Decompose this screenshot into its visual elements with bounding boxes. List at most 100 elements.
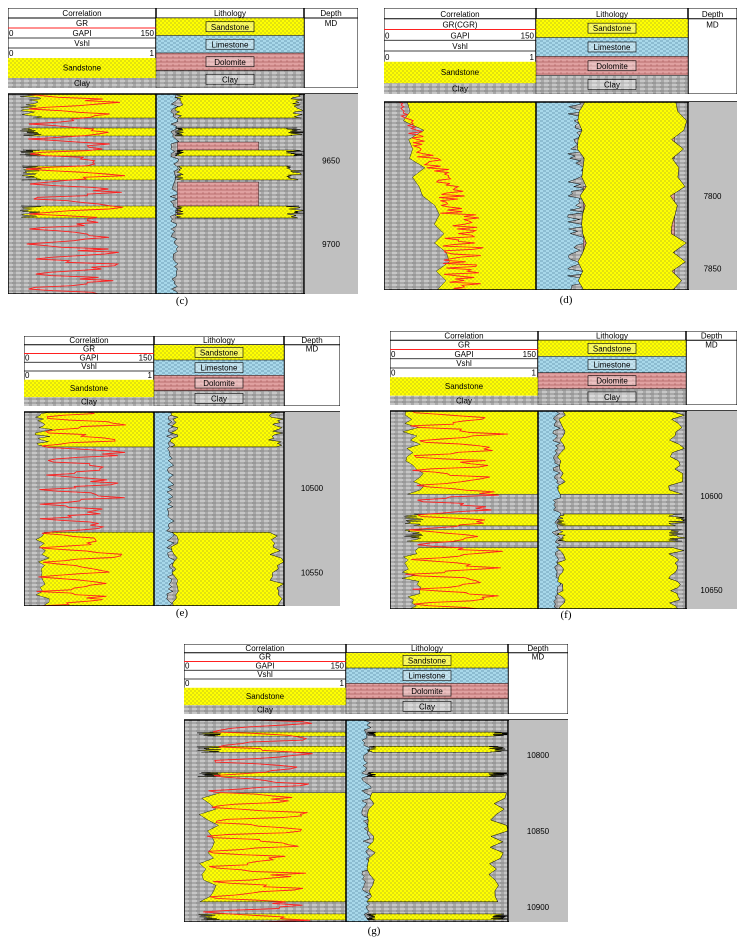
depth-header: Depth — [701, 331, 722, 340]
sandstone-zone-lithology — [175, 205, 304, 219]
lithology-header: Lithology — [203, 336, 235, 345]
legend-sandstone-label: Sandstone — [200, 348, 239, 357]
sandstone-zone-lithology — [556, 513, 686, 527]
legend-clay-label: Clay — [222, 75, 238, 84]
depth-unit: MD — [306, 345, 319, 354]
gr-curve — [397, 101, 484, 290]
correlation-header: Correlation — [245, 644, 284, 653]
sandstone-zone-lithology — [366, 913, 509, 921]
sandstone-label: Sandstone — [246, 692, 285, 701]
sandstone-zone-correlation — [197, 772, 347, 777]
sandstone-label: Sandstone — [63, 64, 102, 73]
limestone-fill — [535, 101, 588, 290]
sandstone-zone-lithology — [366, 746, 508, 753]
sandstone-zone-lithology — [556, 547, 685, 609]
log-panel-f: Correlation Lithology Depth MD GR 0 GAPI 150 Vsh… — [390, 331, 737, 609]
legend-dolomite-label: Dolomite — [596, 377, 628, 386]
legend-clay-label: Clay — [604, 81, 620, 90]
legend-dolomite-label: Dolomite — [203, 379, 235, 388]
depth-label-7800: 7800 — [704, 192, 722, 201]
sandstone-zone-lithology — [174, 149, 305, 157]
sandstone-zone-lithology — [366, 731, 508, 737]
sandstone-label: Sandstone — [445, 382, 484, 391]
clay-fill-swatch — [24, 397, 154, 406]
gr-curve — [26, 93, 126, 294]
sandstone-label: Sandstone — [441, 68, 480, 77]
vshl-scale-max: 1 — [340, 679, 345, 688]
legend-dolomite-label: Dolomite — [214, 58, 246, 67]
vshl-curve-name: Vshl — [81, 362, 97, 371]
panel-caption-f: (f) — [560, 609, 572, 621]
depth-label-7850: 7850 — [704, 264, 722, 273]
sandstone-zone-correlation — [198, 913, 347, 921]
depth-track — [689, 102, 737, 290]
sandstone-fill-swatch — [24, 379, 154, 398]
depth-header: Depth — [702, 10, 723, 19]
log-panel-c: Correlation Lithology Depth MD GR 0 GAPI 150 Vsh… — [8, 8, 358, 294]
vshl-scale-max: 1 — [148, 371, 153, 380]
legend-sandstone-label: Sandstone — [408, 656, 447, 665]
depth-label-10800: 10800 — [527, 751, 550, 760]
depth-header: Depth — [320, 9, 341, 18]
legend-sandstone-label: Sandstone — [211, 23, 250, 32]
depth-unit: MD — [532, 653, 545, 662]
panel-caption-d: (d) — [559, 294, 573, 306]
vshl-scale-min: 0 — [385, 53, 390, 62]
sandstone-zone-lithology — [169, 411, 284, 448]
sandstone-zone-correlation — [403, 101, 537, 290]
correlation-header: Correlation — [440, 10, 479, 19]
vshl-scale-min: 0 — [185, 679, 190, 688]
clay-label: Clay — [74, 79, 90, 88]
depth-label-10550: 10550 — [301, 568, 324, 577]
clay-fill-swatch — [8, 78, 156, 88]
depth-header: Depth — [527, 644, 548, 653]
vshl-curve-name: Vshl — [456, 359, 472, 368]
vshl-scale-max: 1 — [532, 368, 537, 377]
lithology-header: Lithology — [596, 10, 628, 19]
legend-limestone-label: Limestone — [201, 364, 238, 373]
gr-curve — [203, 719, 313, 922]
depth-label-10650: 10650 — [700, 586, 723, 595]
gr-curve-name: GR — [76, 19, 88, 28]
sandstone-fill-swatch — [8, 58, 156, 78]
sandstone-fill-swatch — [184, 687, 346, 706]
sandstone-zone-correlation — [19, 205, 157, 219]
sandstone-zone-lithology — [170, 532, 285, 606]
correlation-track — [8, 94, 156, 294]
depth-label-10500: 10500 — [301, 484, 324, 493]
legend-clay-label: Clay — [419, 702, 435, 711]
gr-scale-min: 0 — [9, 29, 14, 38]
gr-scale-min: 0 — [391, 350, 396, 359]
gr-curve-name: GR — [259, 653, 271, 662]
sandstone-label: Sandstone — [70, 384, 109, 393]
gr-scale-min: 0 — [25, 353, 30, 362]
gr-scale-max: 150 — [521, 31, 535, 40]
correlation-header: Correlation — [444, 331, 483, 340]
depth-unit: MD — [325, 19, 338, 28]
clay-label: Clay — [257, 706, 273, 715]
sandstone-fill-swatch — [390, 377, 538, 396]
depth-unit: MD — [705, 341, 718, 350]
sandstone-zone-lithology — [174, 165, 305, 181]
vshl-scale-max: 1 — [530, 53, 535, 62]
depth-track — [305, 94, 358, 294]
legend-sandstone-label: Sandstone — [593, 344, 632, 353]
well-log-d: Correlation Lithology Depth MD GR(CGR) 0 GAPI 1… — [384, 8, 737, 290]
vshl-curve-name: Vshl — [452, 42, 468, 51]
depth-track — [509, 720, 568, 922]
gr-unit: GAPI — [454, 350, 473, 359]
sandstone-fill-swatch — [384, 61, 536, 84]
legend-dolomite-label: Dolomite — [411, 687, 443, 696]
depth-label-9650: 9650 — [322, 157, 340, 166]
depth-track — [687, 411, 737, 609]
vshl-scale-min: 0 — [9, 49, 14, 58]
limestone-fill — [345, 719, 372, 922]
sandstone-zone-lithology — [174, 127, 304, 137]
legend-limestone-label: Limestone — [594, 361, 631, 370]
legend-dolomite-label: Dolomite — [596, 62, 628, 71]
sandstone-zone-correlation — [20, 127, 157, 137]
log-panel-d: Correlation Lithology Depth MD GR(CGR) 0 GAPI 1… — [384, 8, 737, 290]
sandstone-zone-lithology — [557, 410, 686, 495]
